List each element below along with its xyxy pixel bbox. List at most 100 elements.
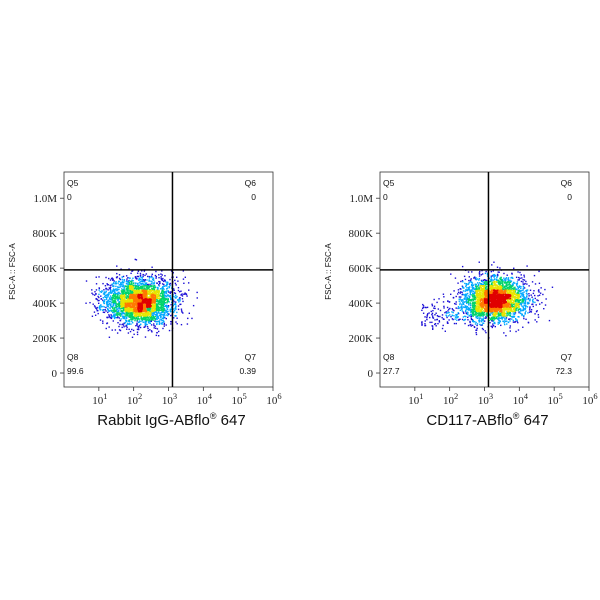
event-dot (505, 280, 507, 282)
event-dot (138, 290, 141, 292)
event-dot (506, 313, 508, 315)
event-dot (474, 307, 476, 309)
event-dot (145, 299, 147, 302)
event-dot (114, 310, 116, 313)
event-dot (159, 288, 162, 290)
event-dot (166, 306, 168, 309)
event-dot (129, 299, 131, 301)
event-dot (503, 272, 505, 275)
event-dot (135, 315, 138, 317)
event-dot (144, 305, 146, 308)
event-dot (513, 267, 515, 269)
event-dot (176, 317, 178, 319)
event-dot (447, 300, 449, 303)
event-dot (499, 314, 502, 317)
event-dot (465, 312, 467, 314)
event-dot (155, 297, 157, 299)
event-dot (474, 313, 477, 316)
event-dot (127, 290, 129, 293)
event-dot (116, 313, 118, 315)
event-dot (523, 297, 525, 299)
event-dot (146, 306, 148, 308)
event-dot (105, 276, 107, 279)
event-dot (455, 315, 458, 317)
event-dot (131, 298, 133, 300)
event-dot (113, 301, 115, 304)
event-dot (116, 306, 118, 308)
event-dot (512, 319, 515, 322)
event-dot (157, 300, 159, 302)
event-dot (518, 290, 520, 292)
event-dot (123, 295, 126, 297)
event-dot (535, 310, 538, 313)
event-dot (138, 309, 140, 311)
event-dot (146, 301, 149, 304)
event-dot (111, 301, 113, 304)
event-dot (528, 300, 531, 302)
event-dot (144, 323, 146, 325)
event-dot (465, 315, 467, 318)
event-dot (432, 328, 434, 331)
event-dot (464, 315, 466, 318)
event-dot (153, 291, 156, 294)
event-dot (154, 313, 157, 316)
event-dot (98, 276, 100, 278)
event-dot (131, 315, 134, 318)
event-dot (471, 319, 474, 321)
event-dot (100, 291, 103, 293)
event-dot (144, 324, 146, 326)
event-dot (516, 319, 518, 321)
event-dot (524, 312, 526, 314)
event-dot (461, 299, 464, 301)
event-dot (519, 290, 522, 293)
event-dot (538, 294, 541, 296)
event-dot (473, 296, 475, 298)
event-dot (147, 315, 149, 317)
event-dot (457, 312, 459, 314)
event-dot (503, 308, 506, 311)
event-dot (147, 285, 149, 287)
event-dot (480, 324, 482, 326)
event-dot (156, 304, 159, 306)
event-dot (150, 289, 153, 292)
event-dot (170, 298, 172, 300)
event-dot (140, 286, 142, 289)
event-dot (465, 300, 467, 303)
event-dot (170, 270, 173, 272)
event-dot (467, 319, 469, 321)
event-dot (504, 281, 507, 283)
event-dot (517, 321, 519, 324)
event-dot (132, 306, 134, 308)
event-dot (453, 302, 456, 305)
event-dot (477, 290, 479, 292)
event-dot (153, 298, 156, 301)
event-dot (141, 295, 143, 298)
event-dot (164, 290, 166, 293)
x-axis-label-main: Rabbit IgG-ABflo (97, 412, 210, 429)
event-dot (135, 292, 137, 294)
event-dot (181, 293, 183, 295)
event-dot (152, 277, 154, 280)
event-dot (129, 308, 131, 311)
event-dot (112, 316, 114, 318)
event-dot (464, 294, 466, 297)
event-dot (131, 294, 133, 297)
event-dot (523, 276, 526, 278)
event-dot (471, 271, 473, 273)
event-dot (156, 323, 158, 326)
event-dot (172, 272, 174, 274)
event-dot (473, 310, 476, 313)
event-dot (175, 308, 177, 310)
event-dot (113, 309, 116, 311)
event-dot (469, 306, 472, 309)
event-dot (521, 302, 523, 304)
event-dot (159, 314, 161, 317)
event-dot (162, 317, 165, 320)
event-dot (120, 303, 122, 305)
event-dot (532, 298, 534, 300)
event-dot (465, 283, 468, 285)
event-dot (162, 304, 165, 307)
event-dot (512, 277, 514, 279)
event-dot (482, 311, 484, 314)
event-dot (480, 310, 483, 312)
